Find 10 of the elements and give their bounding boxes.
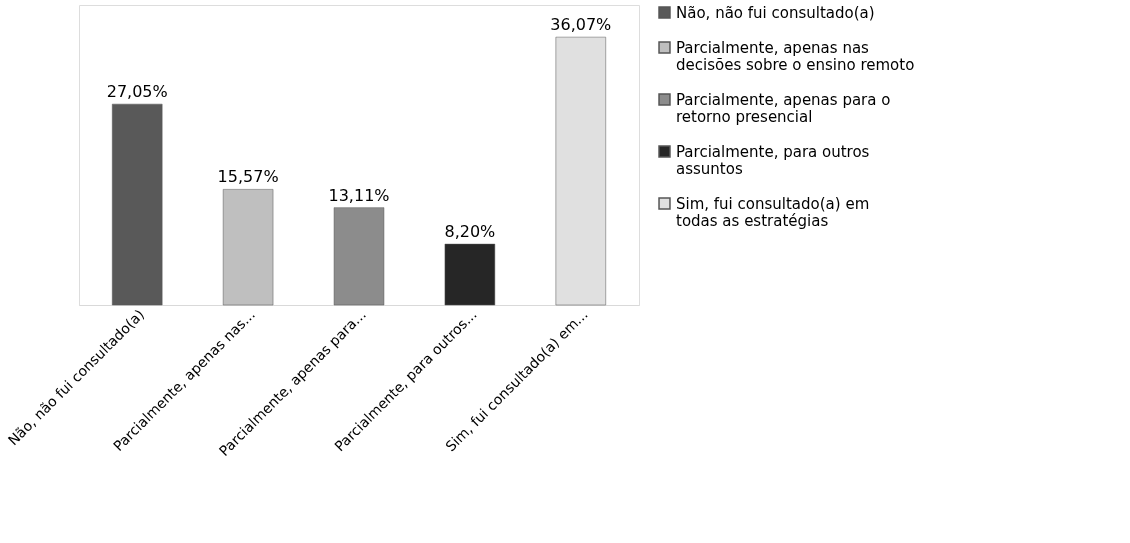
data-label: 15,57% bbox=[217, 167, 279, 187]
data-label: 8,20% bbox=[444, 222, 496, 242]
legend-label: Não, não fui consultado(a) bbox=[676, 3, 875, 22]
legend-label: Parcialmente, apenas nas decisões sobre o ensino remoto bbox=[676, 38, 915, 74]
legend-label: Parcialmente, para outros assuntos bbox=[676, 142, 870, 178]
data-label: 36,07% bbox=[550, 15, 612, 35]
data-label: 27,05% bbox=[106, 82, 168, 102]
legend-label: Parcialmente, apenas para o retorno presencial bbox=[676, 90, 891, 126]
data-label: 13,11% bbox=[328, 185, 390, 205]
legend-label: Sim, fui consultado(a) em todas as estratégias bbox=[676, 194, 870, 230]
